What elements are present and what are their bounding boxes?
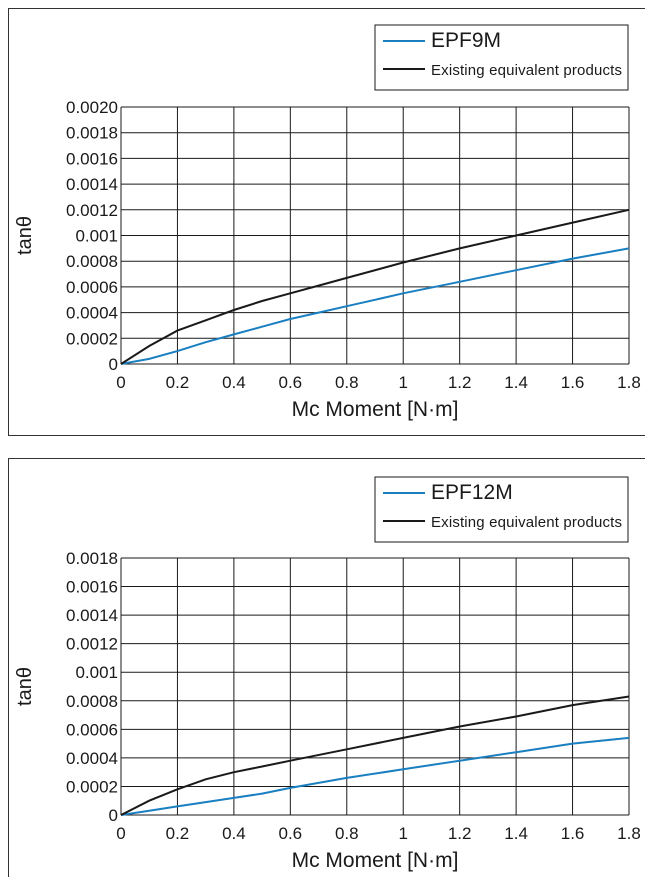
y-tick-label: 0.0004	[66, 304, 118, 323]
series-line-product	[120, 736, 630, 816]
x-tick-label: 0.4	[222, 824, 246, 843]
y-tick-label: 0.0016	[66, 578, 118, 597]
y-tick-label: 0.0006	[66, 720, 118, 739]
series-line-existing	[120, 695, 630, 816]
y-tick-label: 0.0014	[66, 175, 118, 194]
legend-box	[374, 476, 629, 543]
legend-label: EPF9M	[431, 29, 501, 52]
x-tick-label: 0.8	[335, 373, 359, 392]
series-line-existing	[120, 208, 630, 365]
x-tick-label: 1.6	[561, 373, 585, 392]
x-axis-label: Mc Moment [N·m]	[292, 849, 459, 872]
y-axis-label: tanθ	[14, 216, 36, 255]
legend-box	[374, 24, 629, 91]
chart-panel-epf12m: 0 0.0002 0.0004 0.0006 0.0008 0.001 0.0012 0.00…	[8, 458, 645, 877]
x-tick-label: 0.6	[279, 824, 303, 843]
x-tick-label: 1	[398, 824, 407, 843]
y-tick-label: 0	[109, 355, 118, 374]
x-tick-label: 0.8	[335, 824, 359, 843]
y-tick-label: 0.0018	[66, 124, 118, 143]
chart-epf9m: 0 0.0002 0.0004 0.0006 0.0008 0.001 0.0012 0.00…	[14, 24, 641, 421]
x-tick-label: 1.4	[504, 824, 528, 843]
x-tick-label: 1.4	[504, 373, 528, 392]
y-tick-label: 0	[109, 806, 118, 825]
y-tick-label: 0.0006	[66, 278, 118, 297]
legend-label: EPF12M	[431, 481, 513, 504]
y-tick-label: 0.0016	[66, 149, 118, 168]
y-tick-label: 0.0002	[66, 777, 118, 796]
x-tick-label: 1	[398, 373, 407, 392]
y-tick-label: 0.0018	[66, 549, 118, 568]
y-axis-label: tanθ	[14, 667, 36, 706]
y-tick-label: 0.0008	[66, 692, 118, 711]
x-tick-label: 1.2	[448, 824, 472, 843]
y-tick-label: 0.0004	[66, 749, 118, 768]
y-tick-label: 0.001	[75, 227, 118, 246]
y-tick-label: 0.0002	[66, 329, 118, 348]
x-tick-label: 0.2	[166, 824, 190, 843]
x-axis-label: Mc Moment [N·m]	[292, 398, 459, 421]
y-tick-label: 0.0020	[66, 98, 118, 117]
x-tick-label: 0.2	[166, 373, 190, 392]
x-tick-label: 0	[116, 824, 125, 843]
x-tick-label: 1.6	[561, 824, 585, 843]
legend-label: Existing equivalent products	[431, 62, 622, 79]
y-tick-label: 0.0012	[66, 635, 118, 654]
x-tick-label: 1.2	[448, 373, 472, 392]
x-tick-label: 1.8	[617, 824, 641, 843]
x-tick-label: 0.6	[279, 373, 303, 392]
y-tick-label: 0.0014	[66, 606, 118, 625]
y-tick-label: 0.001	[75, 663, 118, 682]
x-tick-label: 0.4	[222, 373, 246, 392]
y-tick-label: 0.0012	[66, 201, 118, 220]
y-tick-label: 0.0008	[66, 252, 118, 271]
chart-panel-epf9m: 0 0.0002 0.0004 0.0006 0.0008 0.001 0.0012 0.00…	[8, 8, 645, 436]
x-tick-label: 0	[116, 373, 125, 392]
x-tick-label: 1.8	[617, 373, 641, 392]
legend-label: Existing equivalent products	[431, 514, 622, 531]
chart-epf12m: 0 0.0002 0.0004 0.0006 0.0008 0.001 0.0012 0.00…	[14, 476, 641, 872]
series-line-product	[120, 247, 630, 365]
